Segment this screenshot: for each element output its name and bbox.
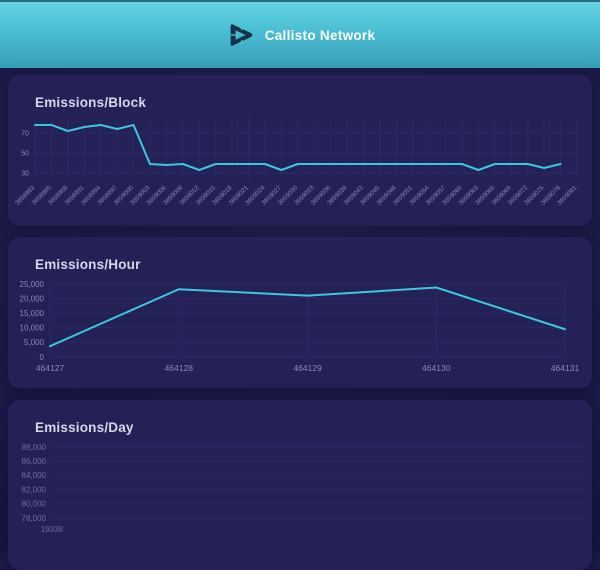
y-tick-label: 78,000 xyxy=(22,514,47,523)
x-tick-label: 464130 xyxy=(422,363,451,373)
emissions-hour-panel: Emissions/Hour 25,000 20,000 15,000 10,000 5… xyxy=(8,237,592,388)
y-tick-label: 20,000 xyxy=(20,294,45,303)
data-line xyxy=(49,286,566,348)
y-tick-label: 70 xyxy=(21,130,29,137)
y-tick-label: 30 xyxy=(21,170,29,177)
emissions-block-title: Emissions/Block xyxy=(35,95,147,110)
x-tick-label: 464129 xyxy=(293,363,322,373)
x-tick-label: 464131 xyxy=(551,363,580,373)
data-line xyxy=(34,124,562,171)
app-header: Callisto Network xyxy=(0,0,600,68)
brand-title: Callisto Network xyxy=(264,27,376,43)
y-tick-label: 84,000 xyxy=(22,471,47,480)
y-tick-label: 5,000 xyxy=(24,338,45,347)
y-tick-label: 82,000 xyxy=(22,485,47,494)
x-tick-label: 19338 xyxy=(41,525,64,534)
y-tick-label: 80,000 xyxy=(22,500,47,509)
callisto-logo-icon xyxy=(230,24,253,46)
emissions-day-title: Emissions/Day xyxy=(35,420,134,435)
emissions-day-chart[interactable]: 88,000 86,000 84,000 82,000 80,000 78,000 1933… xyxy=(8,440,592,560)
y-tick-label: 88,000 xyxy=(22,443,47,452)
y-tick-label: 0 xyxy=(40,353,45,362)
emissions-block-panel: Emissions/Block 70 50 30 3658982 3658985 3658… xyxy=(8,75,592,226)
y-tick-label: 86,000 xyxy=(22,457,47,466)
emissions-hour-title: Emissions/Hour xyxy=(35,257,141,272)
y-tick-label: 50 xyxy=(21,150,29,157)
emissions-day-panel: Emissions/Day 88,000 86,000 84,000 82,000 80… xyxy=(8,400,592,570)
x-tick-label: 464127 xyxy=(36,363,65,373)
y-tick-label: 15,000 xyxy=(20,309,45,318)
emissions-block-chart[interactable]: 7050303658982365898536589883658991365899… xyxy=(8,115,592,226)
y-tick-label: 10,000 xyxy=(20,324,45,333)
y-tick-label: 25,000 xyxy=(20,280,45,289)
x-tick-label: 464128 xyxy=(165,363,194,373)
